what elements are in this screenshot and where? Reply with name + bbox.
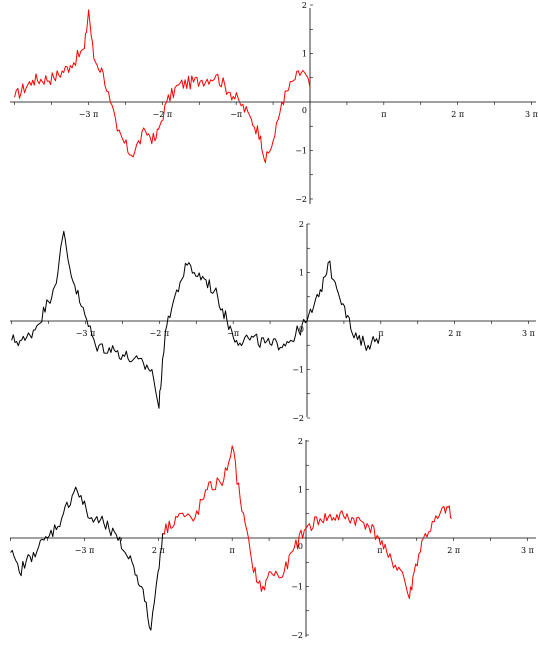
y-tick-label: 1 bbox=[302, 50, 307, 59]
y-tick-label: 1 bbox=[298, 486, 303, 495]
y-tick-label: 2 bbox=[299, 220, 304, 229]
x-tick-label: π bbox=[230, 546, 235, 555]
x-tick-label: π bbox=[377, 546, 382, 555]
series-line-1 bbox=[11, 230, 381, 409]
x-tick-label: −π bbox=[227, 329, 239, 338]
x-tick-label: −2 π bbox=[150, 329, 170, 338]
x-tick-label: −π bbox=[230, 110, 242, 119]
x-tick-label: 2 π bbox=[447, 546, 460, 555]
y-tick-label: −1 bbox=[295, 147, 307, 156]
x-tick-label: π bbox=[381, 110, 386, 119]
x-tick-label: −3 π bbox=[76, 329, 96, 338]
x-tick-label: 2 π bbox=[448, 329, 461, 338]
y-tick-label: 1 bbox=[299, 269, 304, 278]
chart-panel-3: −3 π 2 π π π 2 π 3 π 2 1 −1 −2 0 bbox=[10, 437, 536, 640]
y-tick-label: −2 bbox=[292, 414, 304, 423]
x-tick-label: 3 π bbox=[522, 329, 535, 338]
y-tick-label: −2 bbox=[291, 631, 303, 640]
x-tick-label: −3 π bbox=[79, 110, 99, 119]
y-tick-label: 2 bbox=[298, 437, 303, 446]
series-line-1 bbox=[10, 486, 164, 631]
series-line-1 bbox=[14, 9, 311, 164]
y-tick-label: 2 bbox=[302, 1, 307, 10]
y-tick-label: −2 bbox=[295, 195, 307, 204]
origin-label: 0 bbox=[302, 106, 307, 115]
x-tick-label: 3 π bbox=[521, 546, 534, 555]
y-tick-label: −1 bbox=[291, 583, 303, 592]
x-tick-label: 3 π bbox=[525, 110, 538, 119]
origin-label: 0 bbox=[298, 542, 303, 551]
series-line-2 bbox=[162, 445, 453, 600]
x-tick-label: −2 π bbox=[153, 110, 173, 119]
x-tick-label: −3 π bbox=[75, 546, 95, 555]
x-tick-label: 2 π bbox=[152, 546, 165, 555]
x-tick-label: 2 π bbox=[451, 110, 464, 119]
chart-panel-1: −3 π −2 π −π π 2 π 3 π 2 1 −1 −2 0 bbox=[10, 1, 538, 204]
x-tick-label: π bbox=[378, 329, 383, 338]
y-tick-label: −1 bbox=[292, 366, 304, 375]
